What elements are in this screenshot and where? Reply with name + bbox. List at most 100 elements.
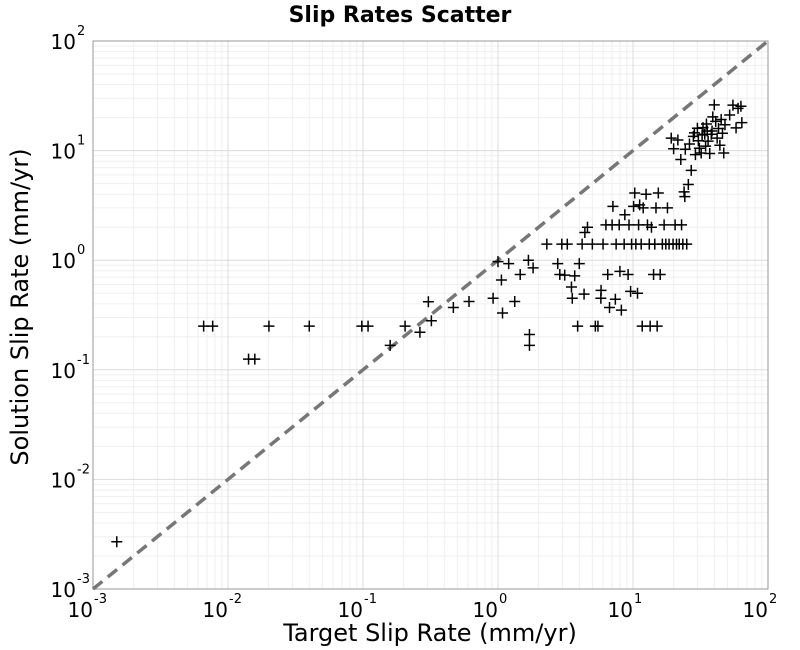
x-tick-base: 10 <box>743 598 768 622</box>
data-point <box>714 139 726 151</box>
reference-line-group <box>91 39 770 591</box>
x-tick-base: 10 <box>203 598 228 622</box>
data-point <box>619 209 631 221</box>
x-tick-exponent: -2 <box>229 592 242 607</box>
data-point <box>682 179 694 191</box>
data-point <box>654 269 666 281</box>
x-tick-base: 10 <box>473 598 498 622</box>
y-axis-label: Solution Slip Rate (mm/yr) <box>6 148 34 465</box>
data-point <box>514 269 526 281</box>
data-point <box>576 238 588 250</box>
data-point <box>565 281 577 293</box>
data-point <box>487 292 499 304</box>
x-tick-exponent: 0 <box>499 592 507 607</box>
data-point <box>676 219 688 231</box>
y-tick-label: 10 -3 <box>51 572 90 602</box>
data-point <box>573 258 585 270</box>
data-point <box>497 307 509 319</box>
data-point <box>509 295 521 307</box>
data-point <box>719 119 731 131</box>
data-point <box>685 164 697 176</box>
data-point <box>702 135 714 147</box>
data-point <box>552 258 564 270</box>
y-tick-label: 10 -2 <box>51 462 90 492</box>
data-point <box>679 191 691 203</box>
y-tick-exponent: -3 <box>77 572 90 587</box>
x-tick-exponent: 1 <box>634 592 642 607</box>
data-point <box>579 226 591 238</box>
x-tick-exponent: -3 <box>94 592 107 607</box>
y-tick-base: 10 <box>51 30 76 54</box>
chart-title: Slip Rates Scatter <box>289 3 512 28</box>
data-point <box>700 140 712 152</box>
data-point <box>602 269 614 281</box>
data-point <box>303 320 315 332</box>
x-tick-label: 10 2 <box>743 592 778 622</box>
data-point <box>609 293 621 305</box>
data-point <box>652 187 664 199</box>
x-tick-label: 10 -2 <box>203 592 242 622</box>
data-point <box>622 269 634 281</box>
data-point <box>704 148 716 160</box>
data-point <box>681 238 693 250</box>
data-point <box>399 320 411 332</box>
x-tick-label: 10 -3 <box>68 592 107 622</box>
data-point <box>665 132 677 144</box>
grid <box>92 40 769 590</box>
data-point <box>736 117 748 129</box>
data-point <box>581 221 593 233</box>
data-point <box>625 285 637 297</box>
data-point <box>503 258 515 270</box>
data-point <box>672 134 684 146</box>
x-axis-ticks: 10 -3 10 -2 10 -1 10 0 10 1 10 2 <box>68 592 778 622</box>
data-point <box>700 118 712 130</box>
data-point <box>578 288 590 300</box>
data-point <box>586 238 598 250</box>
data-points <box>111 99 748 548</box>
data-point <box>613 219 625 231</box>
x-tick-base: 10 <box>338 598 363 622</box>
data-point <box>693 142 705 154</box>
data-point <box>632 287 644 299</box>
y-tick-exponent: 1 <box>77 134 85 149</box>
data-point <box>595 284 607 296</box>
data-point <box>706 125 718 137</box>
y-tick-label: 10 1 <box>51 134 86 164</box>
data-point <box>645 221 657 233</box>
data-point <box>207 320 219 332</box>
data-point <box>658 219 670 231</box>
x-tick-label: 10 0 <box>473 592 508 622</box>
data-point <box>683 138 695 150</box>
data-point <box>640 188 652 200</box>
data-point <box>597 238 609 250</box>
data-point <box>735 100 747 112</box>
data-point <box>637 202 649 214</box>
data-point <box>675 153 687 165</box>
y-tick-exponent: -2 <box>77 462 90 477</box>
data-point <box>710 115 722 127</box>
y-tick-label: 10 -1 <box>51 353 90 383</box>
data-point <box>384 339 396 351</box>
y-tick-base: 10 <box>51 468 76 492</box>
y-tick-label: 10 2 <box>51 24 86 54</box>
data-point <box>668 143 680 155</box>
data-point <box>569 270 581 282</box>
data-point <box>559 269 571 281</box>
x-tick-exponent: 2 <box>769 592 777 607</box>
y-tick-base: 10 <box>51 578 76 602</box>
data-point <box>711 132 723 144</box>
y-tick-exponent: -1 <box>77 353 90 368</box>
data-point <box>566 292 578 304</box>
data-point <box>111 536 123 548</box>
y-tick-base: 10 <box>51 140 76 164</box>
data-point <box>463 295 475 307</box>
data-point <box>628 200 640 212</box>
data-point <box>615 304 627 316</box>
data-point <box>249 353 261 365</box>
y-tick-base: 10 <box>51 249 76 273</box>
data-point <box>732 102 744 114</box>
data-point <box>541 238 553 250</box>
reference-line <box>91 39 770 591</box>
data-point <box>523 339 535 351</box>
